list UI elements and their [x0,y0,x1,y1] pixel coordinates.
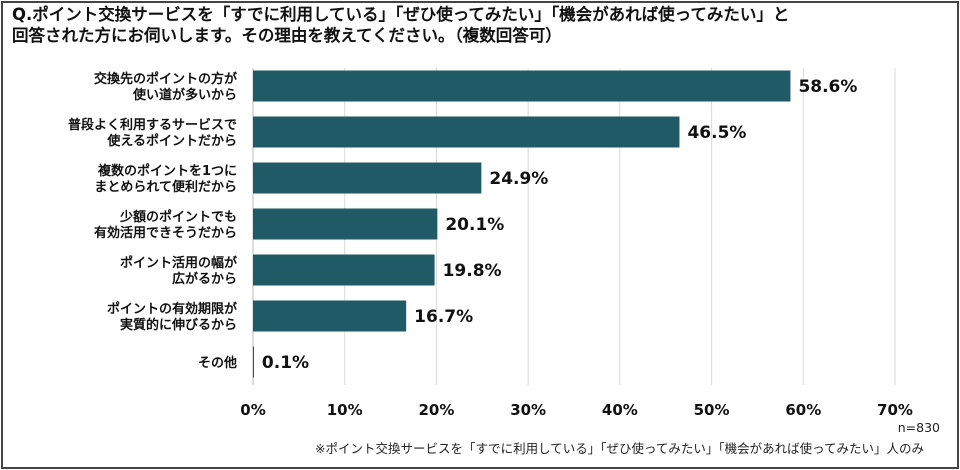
category-label: ポイントの有効期限が [107,301,237,317]
data-label: 16.7% [414,307,473,327]
category-label: まとめられて便利だから [94,179,237,195]
x-tick-label: 10% [327,401,363,419]
x-tick-label: 70% [877,401,913,419]
bar [253,70,791,102]
bar [253,208,438,240]
category-label: 交換先のポイントの方が [94,71,237,87]
x-tick-label: 30% [510,401,546,419]
category-label: 使い道が多いから [132,87,237,103]
bar [253,116,680,148]
category-label: 複数のポイントを1つに [97,163,237,179]
category-label: 実質的に伸びるから [120,317,237,333]
x-tick-label: 20% [418,401,454,419]
bar [253,346,254,378]
sample-size: n=830 [897,420,940,435]
data-label: 58.6% [798,77,857,97]
bar [253,162,482,194]
x-tick-label: 50% [694,401,730,419]
category-label: その他 [198,355,237,371]
data-label: 0.1% [262,353,309,373]
category-label: 使えるポイントだから [106,133,237,149]
chart-title: Q.ポイント交換サービスを「すでに利用している」「ぜひ使ってみたい」「機会があれ… [12,5,790,45]
category-label: ポイント活用の幅が [120,255,237,271]
x-tick-label: 60% [785,401,821,419]
data-label: 24.9% [489,169,548,189]
category-label: 少額のポイントでも [119,209,237,225]
data-label: 46.5% [687,123,746,143]
data-label: 20.1% [445,215,504,235]
x-tick-label: 40% [602,401,638,419]
data-label: 19.8% [443,261,502,281]
x-tick-label: 0% [240,401,265,419]
bar [253,300,407,332]
category-label: 普段よく利用するサービスで [68,117,237,133]
category-label: 有効活用できそうだから [94,225,237,241]
bar [253,254,435,286]
footnote: ※ポイント交換サービスを「すでに利用している」「ぜひ使ってみたい」「機会があれば… [315,441,924,456]
category-label: 広がるから [172,271,237,287]
